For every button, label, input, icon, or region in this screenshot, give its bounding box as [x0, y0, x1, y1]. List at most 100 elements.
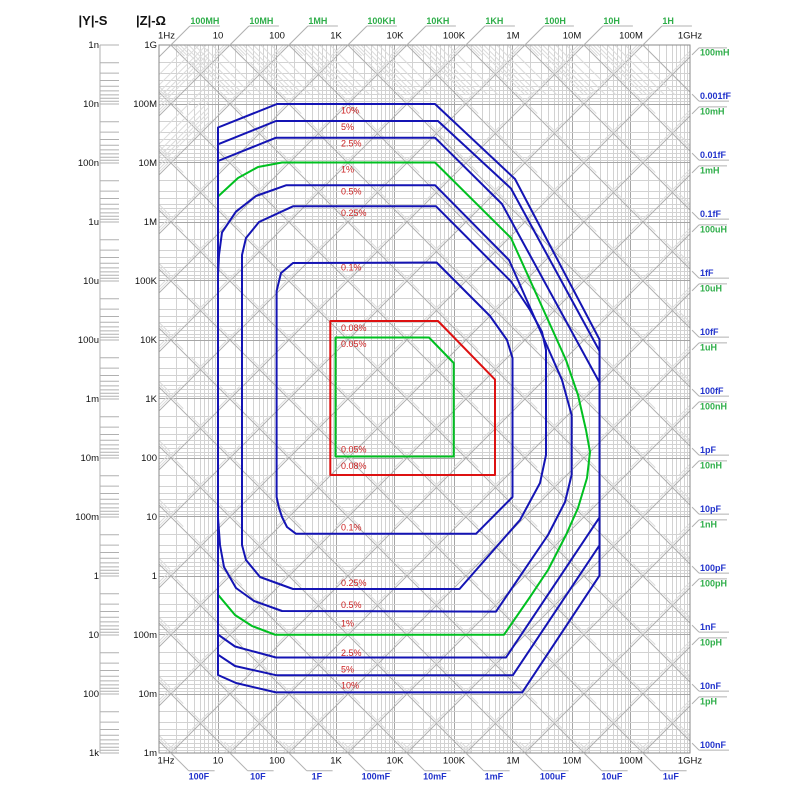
svg-text:10: 10 — [146, 512, 157, 523]
svg-text:10mH: 10mH — [700, 106, 725, 116]
svg-text:100M: 100M — [619, 31, 643, 42]
svg-text:100KH: 100KH — [367, 16, 395, 26]
svg-text:0.5%: 0.5% — [341, 187, 362, 197]
svg-text:10pH: 10pH — [700, 637, 722, 647]
svg-text:0.001fF: 0.001fF — [700, 91, 732, 101]
svg-text:|Y|-S: |Y|-S — [79, 13, 108, 28]
svg-text:100mF: 100mF — [362, 772, 391, 782]
svg-text:1K: 1K — [330, 31, 342, 42]
svg-text:1K: 1K — [145, 394, 157, 405]
svg-text:0.1%: 0.1% — [341, 263, 362, 273]
svg-text:1F: 1F — [312, 772, 323, 782]
svg-text:100: 100 — [141, 453, 157, 464]
svg-text:10M: 10M — [139, 158, 158, 169]
svg-text:2.5%: 2.5% — [341, 648, 362, 658]
svg-text:0.25%: 0.25% — [341, 208, 367, 218]
svg-text:100K: 100K — [443, 756, 466, 767]
svg-text:1KH: 1KH — [485, 16, 503, 26]
svg-text:0.08%: 0.08% — [341, 461, 367, 471]
svg-text:100nH: 100nH — [700, 401, 727, 411]
svg-text:100pF: 100pF — [700, 563, 727, 573]
svg-text:10nF: 10nF — [700, 681, 722, 691]
svg-text:1M: 1M — [506, 31, 519, 42]
svg-text:1G: 1G — [144, 40, 157, 51]
svg-text:2.5%: 2.5% — [341, 139, 362, 149]
svg-text:1Hz: 1Hz — [158, 31, 175, 42]
svg-text:1M: 1M — [506, 756, 519, 767]
svg-text:1mF: 1mF — [485, 772, 504, 782]
svg-text:1K: 1K — [330, 756, 342, 767]
svg-text:0.5%: 0.5% — [341, 600, 362, 610]
svg-text:100M: 100M — [133, 99, 157, 110]
svg-text:0.1fF: 0.1fF — [700, 209, 722, 219]
svg-text:100uH: 100uH — [700, 224, 727, 234]
svg-text:1M: 1M — [144, 217, 157, 228]
svg-text:0.05%: 0.05% — [341, 445, 367, 455]
svg-text:1nF: 1nF — [700, 622, 717, 632]
svg-text:10M: 10M — [563, 31, 582, 42]
svg-text:1uH: 1uH — [700, 342, 717, 352]
svg-text:1pH: 1pH — [700, 696, 717, 706]
svg-text:0.1%: 0.1% — [341, 523, 362, 533]
svg-text:|Z|-Ω: |Z|-Ω — [136, 13, 166, 28]
svg-text:10%: 10% — [341, 681, 359, 691]
svg-text:100nF: 100nF — [700, 740, 727, 750]
svg-text:10uF: 10uF — [601, 772, 623, 782]
svg-text:10K: 10K — [387, 31, 405, 42]
svg-text:100n: 100n — [78, 158, 99, 169]
svg-text:100: 100 — [269, 756, 285, 767]
svg-text:1k: 1k — [89, 748, 99, 759]
svg-text:10uH: 10uH — [700, 283, 722, 293]
svg-text:1n: 1n — [88, 40, 99, 51]
svg-text:10%: 10% — [341, 106, 359, 116]
svg-text:1pF: 1pF — [700, 445, 717, 455]
svg-text:1u: 1u — [88, 217, 99, 228]
svg-text:1Hz: 1Hz — [158, 756, 175, 767]
svg-text:1nH: 1nH — [700, 519, 717, 529]
svg-text:10: 10 — [213, 31, 224, 42]
svg-text:100mH: 100mH — [700, 47, 730, 57]
svg-text:10MH: 10MH — [249, 16, 273, 26]
svg-text:100fF: 100fF — [700, 386, 724, 396]
svg-text:1uF: 1uF — [663, 772, 680, 782]
svg-text:10fF: 10fF — [700, 327, 719, 337]
svg-text:1mH: 1mH — [700, 165, 720, 175]
svg-text:1m: 1m — [86, 394, 99, 405]
svg-text:10H: 10H — [603, 16, 620, 26]
svg-text:100K: 100K — [135, 276, 158, 287]
svg-text:100K: 100K — [443, 31, 466, 42]
svg-text:5%: 5% — [341, 122, 354, 132]
svg-text:1m: 1m — [144, 748, 157, 759]
svg-text:10u: 10u — [83, 276, 99, 287]
svg-text:1MH: 1MH — [308, 16, 327, 26]
svg-text:0.01fF: 0.01fF — [700, 150, 727, 160]
svg-text:10F: 10F — [250, 772, 266, 782]
svg-text:1: 1 — [152, 571, 157, 582]
svg-text:10m: 10m — [81, 453, 100, 464]
svg-text:1GHz: 1GHz — [678, 31, 703, 42]
svg-text:0.08%: 0.08% — [341, 323, 367, 333]
svg-text:10K: 10K — [140, 335, 158, 346]
svg-text:10nH: 10nH — [700, 460, 722, 470]
svg-text:1GHz: 1GHz — [678, 756, 703, 767]
svg-text:10: 10 — [213, 756, 224, 767]
svg-text:100uF: 100uF — [540, 772, 567, 782]
svg-text:0.05%: 0.05% — [341, 339, 367, 349]
svg-text:10KH: 10KH — [426, 16, 449, 26]
svg-text:10K: 10K — [387, 756, 405, 767]
svg-text:1: 1 — [94, 571, 99, 582]
svg-text:0.25%: 0.25% — [341, 578, 367, 588]
svg-text:100u: 100u — [78, 335, 99, 346]
svg-text:100H: 100H — [544, 16, 566, 26]
svg-text:1H: 1H — [662, 16, 674, 26]
svg-text:100: 100 — [269, 31, 285, 42]
svg-text:10m: 10m — [139, 689, 158, 700]
svg-text:10M: 10M — [563, 756, 582, 767]
svg-text:10: 10 — [88, 630, 99, 641]
svg-text:100: 100 — [83, 689, 99, 700]
svg-text:100m: 100m — [133, 630, 157, 641]
svg-text:10pF: 10pF — [700, 504, 722, 514]
svg-text:1fF: 1fF — [700, 268, 714, 278]
svg-text:5%: 5% — [341, 665, 354, 675]
svg-text:100F: 100F — [189, 772, 210, 782]
